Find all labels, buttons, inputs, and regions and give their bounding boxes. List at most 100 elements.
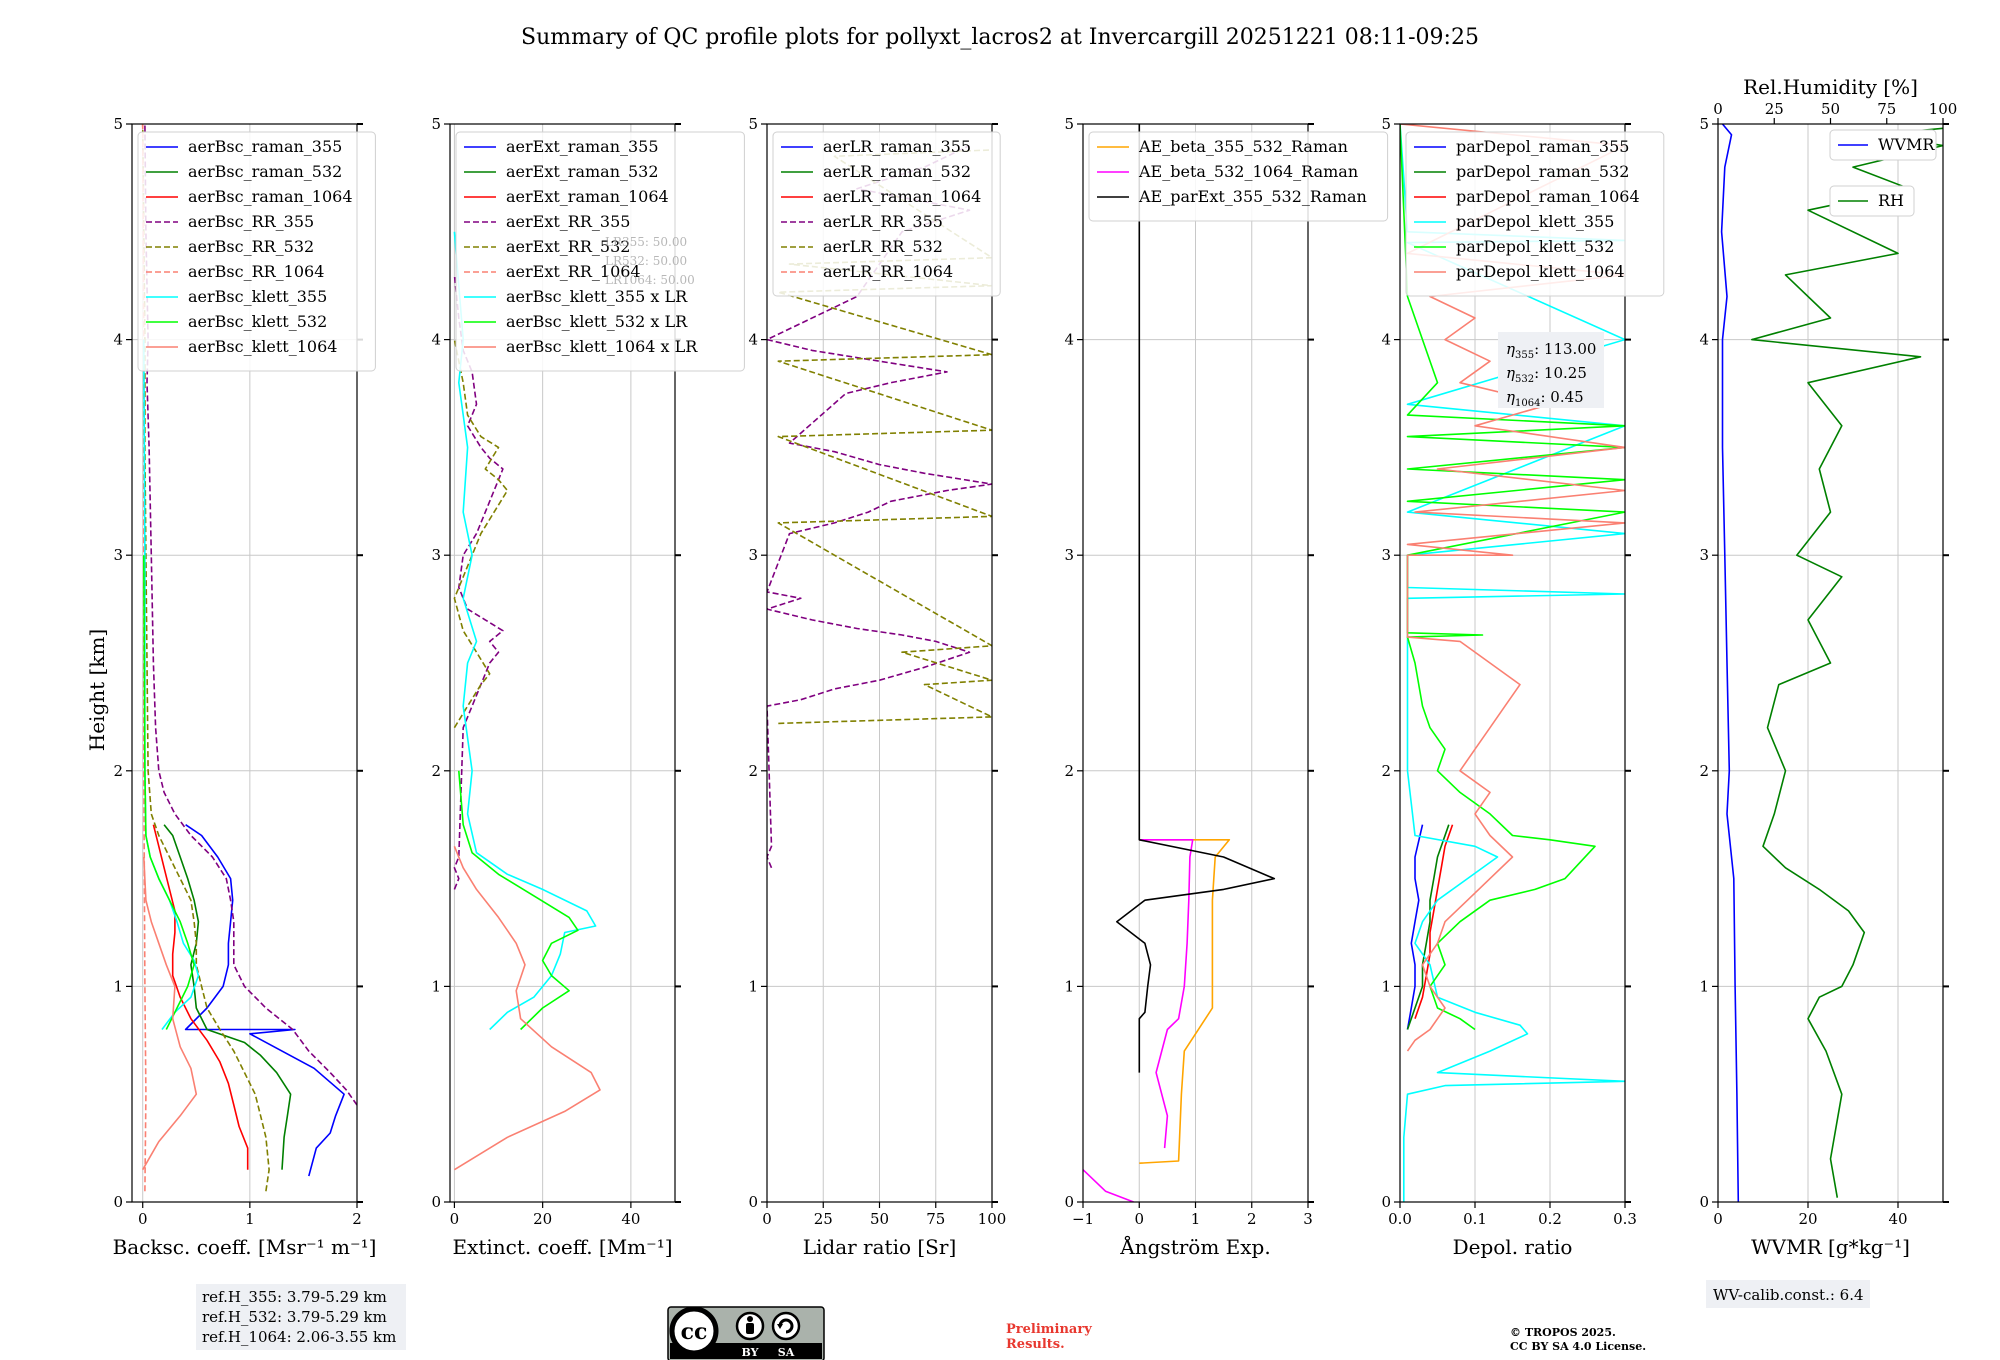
x-tick-label: −1	[1072, 1210, 1094, 1228]
series-line-parDepol_klett_532	[1400, 124, 1625, 1031]
legend-label: aerExt_RR_532	[506, 237, 630, 256]
eta-value: 0.45	[1550, 388, 1583, 406]
legend-label: aerLR_raman_355	[823, 137, 971, 156]
legend-label: aerLR_RR_1064	[823, 262, 953, 281]
series-line-aerBsc_klett_532 x LR	[458, 770, 579, 1031]
preliminary-line1: Preliminary	[1006, 1322, 1092, 1337]
x-tick-label: 40	[621, 1210, 640, 1228]
y-axis-label: Height [km]	[85, 629, 109, 751]
legend-label: parDepol_klett_1064	[1456, 262, 1625, 281]
eta-subscript: 532	[1515, 374, 1534, 385]
cc-logo-text: cc	[681, 1319, 708, 1345]
legend-label: AE_beta_532_1064_Raman	[1138, 162, 1358, 181]
series-line-AE_beta_355_532_Raman	[1139, 838, 1231, 1164]
legend-label: aerLR_RR_532	[823, 237, 943, 256]
series-group-lr	[767, 144, 992, 869]
eta-symbol: η	[1506, 340, 1515, 358]
x-tick-label: 1	[1191, 1210, 1201, 1228]
panel-bsc: 0 1 2 0 1 2 3 4 5 Backsc. coeff. [Msr⁻¹ m⁻¹] aerBs…	[113, 115, 406, 1350]
eta-colon: :	[1534, 340, 1544, 358]
x-tick-label: 100	[978, 1210, 1007, 1228]
x-tick-label: 0.2	[1538, 1210, 1562, 1228]
eta-symbol: η	[1506, 364, 1515, 382]
legend-box-wvmr	[1829, 129, 1937, 161]
series-group-wv	[1720, 124, 1943, 1202]
legend-label: aerExt_raman_355	[506, 137, 659, 156]
panel-lr: 0 25 50 75 100 0 1 2 3 4 5 Lidar ratio [Sr] aerLR_ra…	[748, 115, 1006, 1259]
sa-label: SA	[778, 1346, 795, 1359]
by-label: BY	[742, 1346, 759, 1359]
legend-box	[455, 131, 745, 372]
cc-license-badge: cc BY SA	[667, 1306, 825, 1360]
y-tick-label: 3	[431, 546, 441, 564]
y-tick-label: 2	[1699, 762, 1709, 780]
y-tick-label: 1	[1699, 977, 1709, 995]
top-tick-label: 50	[1821, 100, 1840, 118]
top-tick-label: 0	[1713, 100, 1723, 118]
legend-label: aerExt_raman_1064	[506, 187, 669, 206]
eta-symbol: η	[1506, 388, 1515, 406]
legend-label: aerBsc_raman_355	[188, 137, 342, 156]
y-tick-label: 4	[748, 331, 758, 349]
y-tick-label: 1	[748, 977, 758, 995]
series-line-aerBsc_klett_355 x LR	[453, 231, 597, 1031]
series-line-aerExt_RR_532	[453, 339, 509, 729]
x-tick-label: 0	[1134, 1210, 1144, 1228]
legend-label-wvmr: WVMR	[1878, 135, 1935, 154]
y-tick-label: 1	[1064, 977, 1074, 995]
y-tick-label: 0	[1064, 1193, 1074, 1211]
x-tick-label: 0	[138, 1210, 148, 1228]
y-tick-label: 0	[1699, 1193, 1709, 1211]
y-tick-label: 0	[1381, 1193, 1391, 1211]
legend-label: parDepol_raman_532	[1456, 162, 1629, 181]
x-tick-label: 0.0	[1388, 1210, 1412, 1228]
series-line-AE_beta_532_1064_Raman	[1083, 1169, 1134, 1202]
y-tick-label: 4	[113, 331, 123, 349]
eta-box	[1498, 332, 1604, 408]
x-axis-label: Lidar ratio [Sr]	[803, 1235, 957, 1259]
figure-title: Summary of QC profile plots for pollyxt_…	[521, 25, 1479, 50]
x-tick-label: 20	[1798, 1210, 1817, 1228]
series-line-aerBsc_RR_532	[141, 124, 270, 1192]
series-line-aerBsc_klett_532	[143, 555, 195, 1030]
series-line-parDepol_klett_355	[1400, 124, 1625, 1202]
x-tick-label: 1	[245, 1210, 255, 1228]
y-tick-label: 2	[1064, 762, 1074, 780]
eta-entry: η532: 10.25	[1506, 364, 1587, 385]
y-tick-label: 5	[431, 115, 441, 133]
ref-height-line: ref.H_1064: 2.06-3.55 km	[202, 1328, 396, 1346]
legend-label: aerBsc_klett_532	[188, 312, 327, 331]
legend-box	[137, 131, 376, 372]
wv-calib-box	[1706, 1280, 1870, 1308]
axes-frame	[1399, 123, 1626, 1203]
y-tick-label: 4	[1064, 331, 1074, 349]
series-line-AE_beta_532_1064_Raman	[1139, 838, 1194, 1149]
legend-label: aerBsc_RR_1064	[188, 262, 324, 281]
x-axis-label: Ångström Exp.	[1119, 1234, 1270, 1259]
series-line-aerBsc_raman_1064	[152, 824, 249, 1170]
top-axis-label: Rel.Humidity [%]	[1743, 75, 1918, 99]
series-line-RH	[1751, 127, 1943, 1198]
legend-box	[1088, 131, 1389, 222]
eta-value: 10.25	[1544, 364, 1587, 382]
x-tick-label: 0.3	[1613, 1210, 1637, 1228]
x-tick-label: 0	[762, 1210, 772, 1228]
legend-label: aerLR_raman_1064	[823, 187, 981, 206]
x-axis-label: Extinct. coeff. [Mm⁻¹]	[452, 1235, 672, 1259]
top-tick-label: 25	[1765, 100, 1784, 118]
copyright-line2: CC BY SA 4.0 License.	[1510, 1340, 1646, 1353]
y-tick-label: 4	[1381, 331, 1391, 349]
legend-box	[1405, 131, 1665, 297]
x-axis-label: Backsc. coeff. [Msr⁻¹ m⁻¹]	[113, 1235, 377, 1259]
lr-note: LR532: 50.00	[605, 254, 687, 268]
series-line-aerLR_RR_532	[777, 149, 992, 725]
eta-colon: :	[1540, 388, 1550, 406]
series-line-aerBsc_raman_355	[184, 824, 345, 1177]
series-line-parDepol_raman_1064	[1414, 824, 1454, 1019]
legend-label: parDepol_raman_1064	[1456, 187, 1640, 206]
legend-label: aerLR_RR_355	[823, 212, 943, 231]
eta-value: 113.00	[1544, 340, 1597, 358]
series-line-parDepol_raman_355	[1406, 824, 1424, 1030]
y-tick-label: 5	[1064, 115, 1074, 133]
